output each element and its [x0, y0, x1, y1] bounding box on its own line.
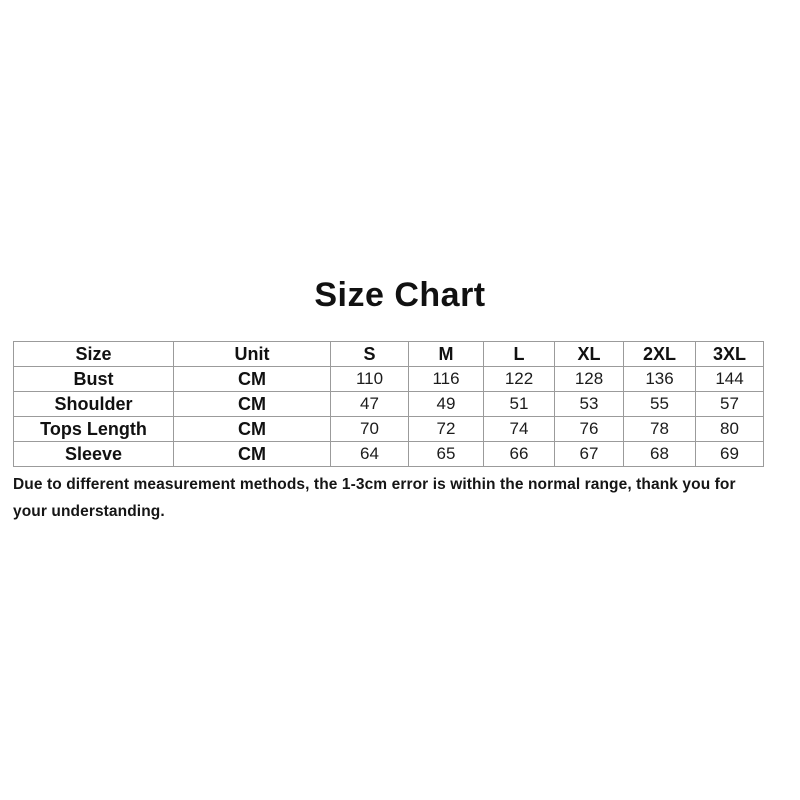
- column-header-2xl: 2XL: [623, 341, 696, 367]
- column-header-unit: Unit: [173, 341, 331, 367]
- cell-value: 122: [483, 366, 555, 392]
- row-label: Sleeve: [13, 441, 174, 467]
- row-unit: CM: [173, 441, 331, 467]
- table-row-tops-length: Tops Length CM 70 72 74 76 78 80: [13, 416, 764, 442]
- cell-value: 70: [330, 416, 409, 442]
- page-title: Size Chart: [314, 276, 486, 314]
- cell-value: 74: [483, 416, 555, 442]
- cell-value: 55: [623, 391, 696, 417]
- table-row-bust: Bust CM 110 116 122 128 136 144: [13, 366, 764, 392]
- cell-value: 65: [408, 441, 484, 467]
- size-chart-table: Size Unit S M L XL 2XL 3XL Bust CM 110 1…: [13, 341, 764, 467]
- cell-value: 72: [408, 416, 484, 442]
- column-header-m: M: [408, 341, 484, 367]
- cell-value: 128: [554, 366, 624, 392]
- cell-value: 67: [554, 441, 624, 467]
- cell-value: 69: [695, 441, 764, 467]
- measurement-disclaimer: Due to different measurement methods, th…: [13, 471, 787, 525]
- cell-value: 57: [695, 391, 764, 417]
- cell-value: 66: [483, 441, 555, 467]
- cell-value: 110: [330, 366, 409, 392]
- cell-value: 144: [695, 366, 764, 392]
- cell-value: 51: [483, 391, 555, 417]
- column-header-3xl: 3XL: [695, 341, 764, 367]
- cell-value: 49: [408, 391, 484, 417]
- cell-value: 53: [554, 391, 624, 417]
- column-header-l: L: [483, 341, 555, 367]
- cell-value: 76: [554, 416, 624, 442]
- row-label: Bust: [13, 366, 174, 392]
- column-header-s: S: [330, 341, 409, 367]
- note-line-2: your understanding.: [13, 503, 165, 520]
- column-header-size: Size: [13, 341, 174, 367]
- cell-value: 80: [695, 416, 764, 442]
- table-row-sleeve: Sleeve CM 64 65 66 67 68 69: [13, 441, 764, 467]
- table-row-shoulder: Shoulder CM 47 49 51 53 55 57: [13, 391, 764, 417]
- cell-value: 136: [623, 366, 696, 392]
- cell-value: 47: [330, 391, 409, 417]
- row-label: Shoulder: [13, 391, 174, 417]
- cell-value: 68: [623, 441, 696, 467]
- cell-value: 64: [330, 441, 409, 467]
- cell-value: 78: [623, 416, 696, 442]
- row-label: Tops Length: [13, 416, 174, 442]
- row-unit: CM: [173, 416, 331, 442]
- table-header-row: Size Unit S M L XL 2XL 3XL: [13, 341, 764, 367]
- row-unit: CM: [173, 391, 331, 417]
- note-line-1: Due to different measurement methods, th…: [13, 476, 736, 493]
- cell-value: 116: [408, 366, 484, 392]
- row-unit: CM: [173, 366, 331, 392]
- column-header-xl: XL: [554, 341, 624, 367]
